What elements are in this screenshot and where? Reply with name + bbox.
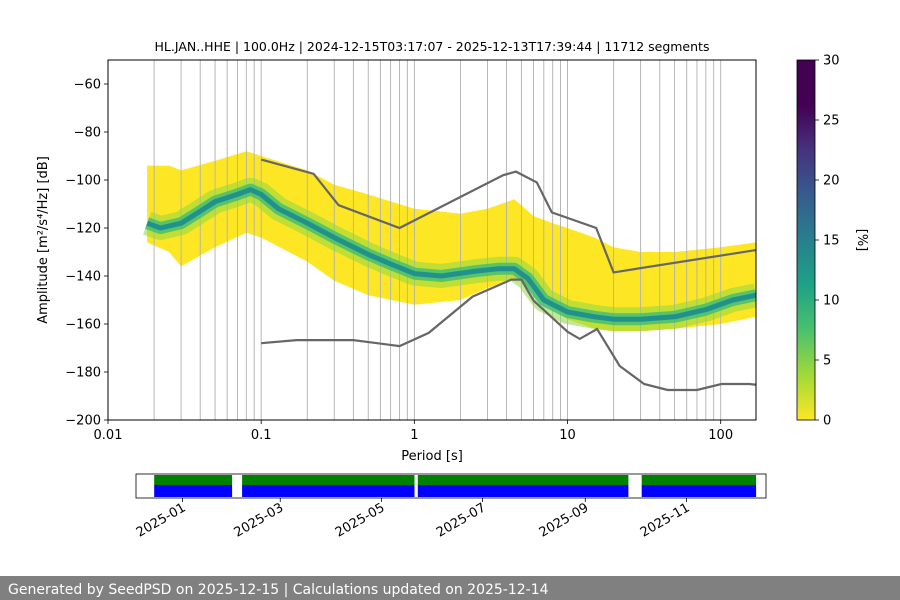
colorbar-tick-label: 15 <box>823 234 840 249</box>
timeline-span-blue <box>242 485 415 497</box>
timeline-span-blue <box>154 485 233 497</box>
x-tick-label: 0.1 <box>251 428 272 443</box>
figure: HL.JAN..HHE | 100.0Hz | 2024-12-15T03:17… <box>36 39 869 541</box>
x-axis: 0.01 0.1 1 10 100 <box>94 420 733 443</box>
y-tick-label: −160 <box>65 318 101 333</box>
timeline-bars <box>154 475 757 497</box>
colorbar-label: [%] <box>854 229 869 252</box>
timeline-tick-label: 2025-09 <box>537 500 592 540</box>
timeline-span-green <box>641 475 757 485</box>
psd-mode-band <box>143 177 756 332</box>
colorbar-gradient <box>796 59 816 421</box>
colorbar-tick-label: 20 <box>823 174 840 189</box>
probability-band <box>147 151 756 332</box>
x-tick-label: 10 <box>559 428 576 443</box>
chart-title: HL.JAN..HHE | 100.0Hz | 2024-12-15T03:17… <box>155 39 710 54</box>
y-tick-label: −80 <box>74 126 101 141</box>
y-tick-label: −140 <box>65 270 101 285</box>
timeline-span-green <box>154 475 233 485</box>
x-tick-label: 100 <box>708 428 733 443</box>
x-tick-label: 0.01 <box>94 428 123 443</box>
x-axis-label: Period [s] <box>401 449 463 464</box>
colorbar-tick-label: 0 <box>823 414 831 429</box>
timeline-tick-label: 2025-05 <box>333 500 388 540</box>
y-tick-label: −120 <box>65 222 101 237</box>
colorbar-ticks: 0 5 10 15 20 25 30 <box>815 54 840 429</box>
noise-model-curves <box>260 158 756 392</box>
y-tick-label: −100 <box>65 174 101 189</box>
vertical-grid <box>108 60 722 420</box>
y-axis: −60 −80 −100 −120 −140 −160 −180 −200 <box>65 78 108 429</box>
colorbar: 0 5 10 15 20 25 30 [%] <box>796 54 869 429</box>
timeline-date-ticks: 2025-01 2025-03 2025-05 2025-07 2025-09 2025-… <box>134 498 693 541</box>
colorbar-tick-label: 10 <box>823 294 840 309</box>
colorbar-tick-label: 25 <box>823 114 840 129</box>
low-noise-model-curve <box>261 278 756 392</box>
probability-density-region <box>147 151 756 332</box>
data-availability-timeline: 2025-01 2025-03 2025-05 2025-07 2025-09 2025-… <box>134 473 767 541</box>
colorbar-tick-label: 5 <box>823 354 831 369</box>
timeline-span-green <box>417 475 629 485</box>
timeline-span-blue <box>417 485 629 497</box>
footer-banner: Generated by SeedPSD on 2025-12-15 | Cal… <box>0 576 900 600</box>
mode-core-line <box>146 187 756 322</box>
timeline-span-blue <box>641 485 757 497</box>
timeline-tick-label: 2025-01 <box>134 500 189 540</box>
timeline-tick-label: 2025-03 <box>232 500 287 540</box>
y-tick-label: −60 <box>74 78 101 93</box>
timeline-frame <box>135 473 767 499</box>
timeline-span-green <box>242 475 415 485</box>
plot-frame <box>107 59 757 421</box>
x-tick-label: 1 <box>410 428 418 443</box>
high-noise-model-curve <box>260 158 756 274</box>
y-tick-label: −180 <box>65 366 101 381</box>
colorbar-tick-label: 30 <box>823 54 840 69</box>
timeline-tick-label: 2025-07 <box>434 500 489 540</box>
y-tick-label: −200 <box>65 414 101 429</box>
psd-plot-area: 0.01 0.1 1 10 100 −60 −80 −100 −120 −140 −160 −180… <box>65 59 757 443</box>
y-axis-label: Amplitude [m²/s⁴/Hz] [dB] <box>36 156 51 324</box>
timeline-tick-label: 2025-11 <box>638 500 693 540</box>
